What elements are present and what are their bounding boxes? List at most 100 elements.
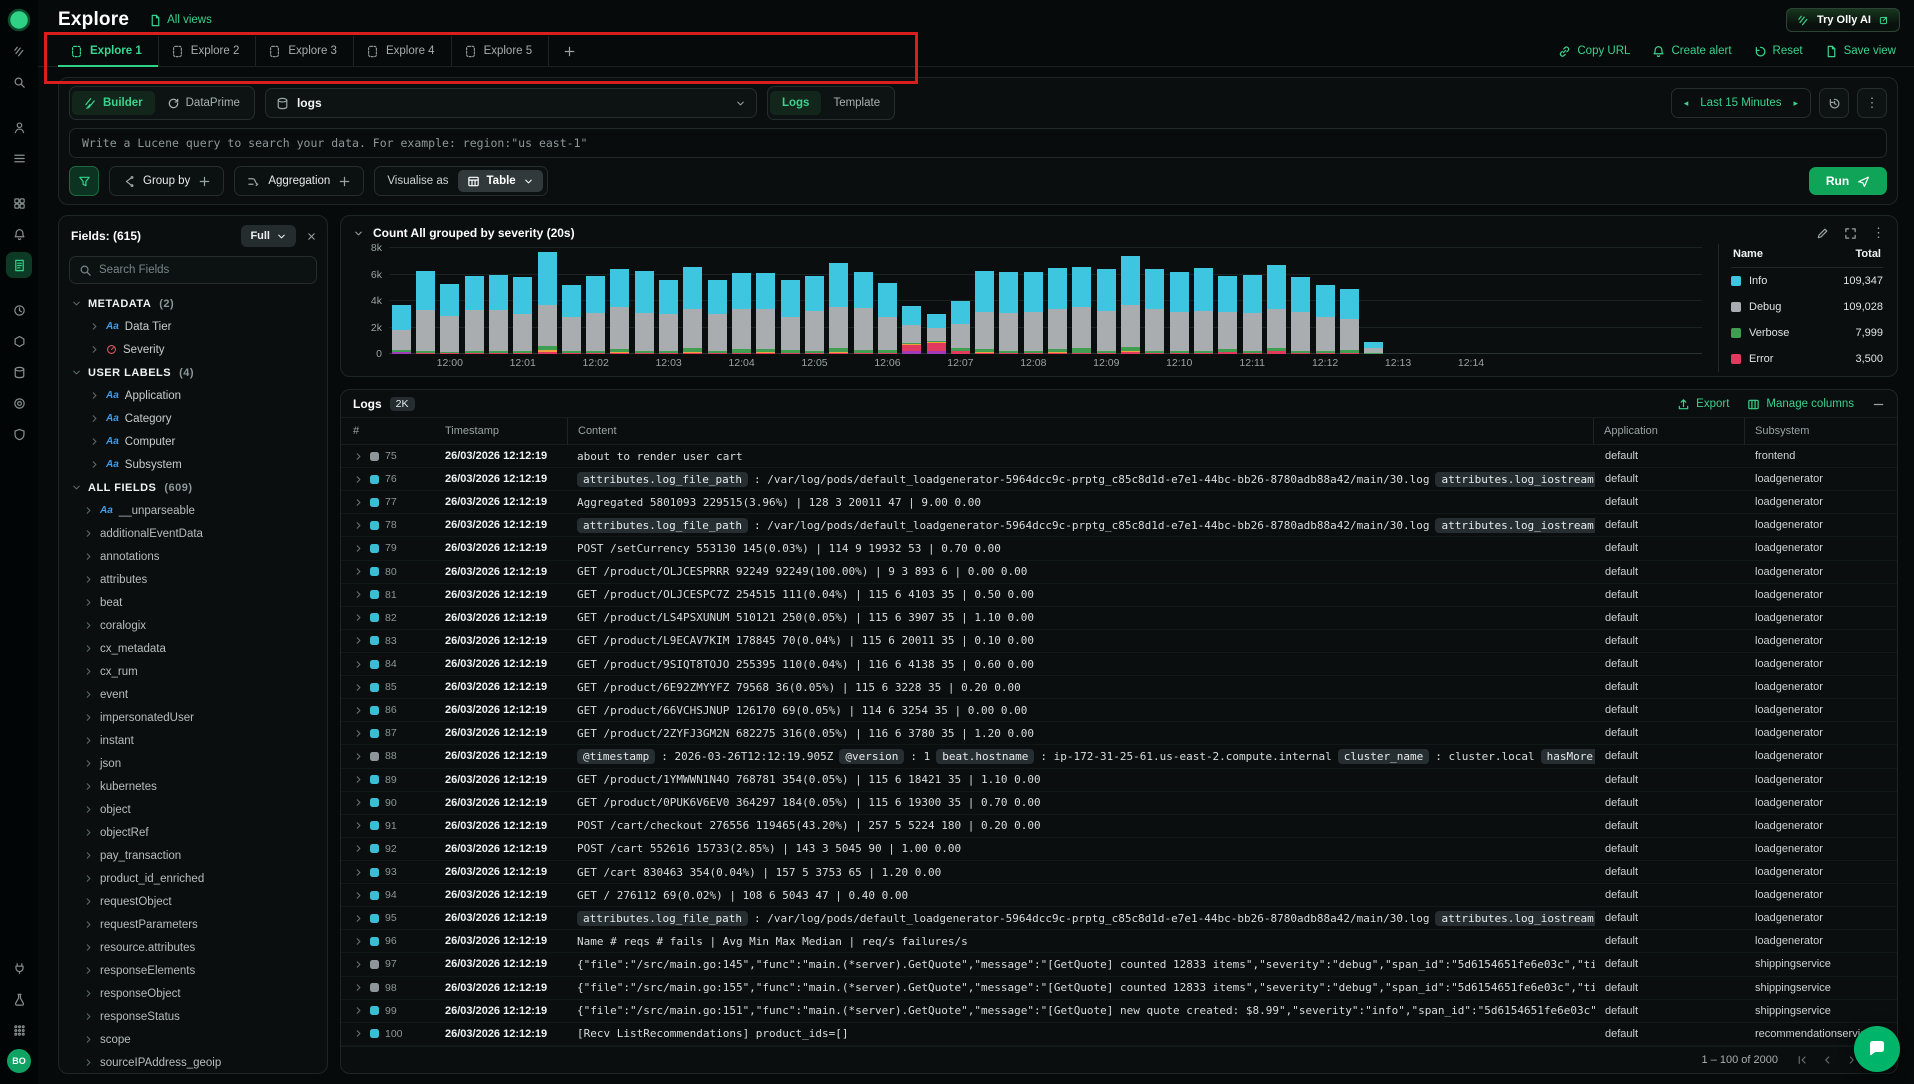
rail-coralogix-logo-icon[interactable] — [6, 7, 32, 33]
add-tab-button[interactable] — [549, 36, 590, 66]
chart-bar[interactable] — [1023, 248, 1043, 354]
log-row-94[interactable]: 94 26/03/2026 12:12:19 GET / 276112 69(0.0… — [341, 884, 1897, 908]
tab-explore-1[interactable]: Explore 1 — [58, 36, 159, 67]
log-row-92[interactable]: 92 26/03/2026 12:12:19 POST /cart 552616 1… — [341, 838, 1897, 861]
log-row-88[interactable]: 88 26/03/2026 12:12:19 @timestamp: 2026-03… — [341, 745, 1897, 769]
chart-bar[interactable] — [975, 248, 995, 354]
chart-bar[interactable] — [999, 248, 1019, 354]
chart-bar[interactable] — [1242, 248, 1262, 354]
next-page-icon[interactable] — [1846, 1054, 1858, 1066]
legend-row-verbose[interactable]: Verbose 7,999 — [1731, 320, 1883, 346]
rail-tracing-icon[interactable] — [6, 390, 32, 416]
field-item[interactable]: resource.attributes — [59, 936, 327, 959]
col-header-timestamp[interactable]: Timestamp — [445, 425, 499, 437]
chart-bar[interactable] — [1315, 248, 1335, 354]
chart-bar[interactable] — [926, 248, 946, 354]
close-fields-button[interactable] — [306, 231, 317, 242]
copy-url-button[interactable]: Copy URL — [1558, 45, 1630, 58]
field-item[interactable]: impersonatedUser — [59, 706, 327, 729]
field-item[interactable]: Aa Subsystem — [59, 453, 327, 476]
time-options-button[interactable]: ⋮ — [1857, 88, 1887, 118]
log-field-chip[interactable]: beat.hostname — [936, 748, 1035, 764]
log-field-chip[interactable]: attributes.log_file_path — [577, 910, 748, 926]
chart-bar[interactable] — [756, 248, 776, 354]
chart-bar[interactable] — [391, 248, 411, 354]
tab-explore-5[interactable]: Explore 5 — [452, 36, 550, 66]
field-item[interactable]: attributes — [59, 568, 327, 591]
field-item[interactable]: product_id_enriched — [59, 867, 327, 890]
log-row-86[interactable]: 86 26/03/2026 12:12:19 GET /product/66VCHS… — [341, 699, 1897, 723]
expand-row-icon[interactable] — [353, 797, 364, 808]
expand-row-icon[interactable] — [353, 820, 364, 831]
log-row-76[interactable]: 76 26/03/2026 12:12:19 attributes.log_file… — [341, 468, 1897, 492]
chart-bar[interactable] — [732, 248, 751, 354]
chart-bar[interactable] — [1048, 248, 1068, 354]
chart-bar[interactable] — [683, 248, 703, 354]
save-view-button[interactable]: Save view — [1825, 45, 1896, 58]
field-item[interactable]: scope — [59, 1028, 327, 1051]
fields-mode-select[interactable]: Full — [241, 225, 296, 247]
rail-user-avatar[interactable]: BO — [6, 1048, 32, 1074]
expand-row-icon[interactable] — [353, 474, 364, 485]
field-item[interactable]: Aa Category — [59, 407, 327, 430]
rail-integrations-icon[interactable] — [6, 328, 32, 354]
manage-columns-button[interactable]: Manage columns — [1747, 398, 1854, 411]
expand-row-icon[interactable] — [353, 589, 364, 600]
log-field-chip[interactable]: attributes.log_file_path — [577, 471, 748, 487]
field-item[interactable]: sourceIPAddress_geoip — [59, 1051, 327, 1073]
chart-bar[interactable] — [1291, 248, 1311, 354]
log-row-91[interactable]: 91 26/03/2026 12:12:19 POST /cart/checkout… — [341, 815, 1897, 838]
all-views-link[interactable]: All views — [149, 14, 212, 27]
expand-row-icon[interactable] — [353, 751, 364, 762]
field-item[interactable]: json — [59, 752, 327, 775]
col-header-number[interactable]: # — [353, 425, 360, 437]
expand-row-icon[interactable] — [353, 936, 364, 947]
filters-button[interactable] — [69, 166, 99, 196]
chart-bar[interactable] — [586, 248, 606, 354]
field-item[interactable]: responseObject — [59, 982, 327, 1005]
log-row-97[interactable]: 97 26/03/2026 12:12:19 {"file":"/src/main.… — [341, 953, 1897, 977]
expand-row-icon[interactable] — [353, 867, 364, 878]
expand-row-icon[interactable] — [353, 705, 364, 716]
field-item[interactable]: Aa Computer — [59, 430, 327, 453]
log-row-85[interactable]: 85 26/03/2026 12:12:19 GET /product/6E92ZM… — [341, 676, 1897, 700]
rail-labs-icon[interactable] — [6, 986, 32, 1012]
try-olly-ai-button[interactable]: Try Olly AI — [1785, 8, 1900, 32]
log-row-100[interactable]: 100 26/03/2026 12:12:19 [Recv ListRecommen… — [341, 1023, 1897, 1046]
field-item[interactable]: coralogix — [59, 614, 327, 637]
query-history-button[interactable] — [1819, 88, 1849, 118]
chart-bar[interactable] — [780, 248, 800, 354]
chart-bar[interactable] — [659, 248, 679, 354]
field-item[interactable]: beat — [59, 591, 327, 614]
chart-bar[interactable] — [488, 248, 508, 354]
template-type-button[interactable]: Template — [821, 91, 892, 115]
chart-bar[interactable] — [804, 248, 824, 354]
log-row-96[interactable]: 96 26/03/2026 12:12:19 Name # reqs # fails… — [341, 930, 1897, 954]
col-header-application[interactable]: Application — [1593, 418, 1744, 444]
col-header-subsystem[interactable]: Subsystem — [1744, 418, 1897, 444]
chart-bar[interactable] — [415, 248, 435, 354]
chart-bar[interactable] — [440, 248, 460, 354]
chart-bar[interactable] — [634, 248, 654, 354]
log-row-99[interactable]: 99 26/03/2026 12:12:19 {"file":"/src/main.… — [341, 1000, 1897, 1023]
log-row-81[interactable]: 81 26/03/2026 12:12:19 GET /product/OLJCES… — [341, 584, 1897, 607]
field-item[interactable]: Aa Data Tier — [59, 315, 327, 338]
expand-row-icon[interactable] — [353, 682, 364, 693]
search-fields-input[interactable]: Search Fields — [69, 256, 317, 284]
field-item[interactable]: requestObject — [59, 890, 327, 913]
log-row-95[interactable]: 95 26/03/2026 12:12:19 attributes.log_file… — [341, 907, 1897, 931]
chart-bar[interactable] — [950, 248, 970, 354]
minimize-logs-icon[interactable] — [1872, 398, 1885, 411]
expand-row-icon[interactable] — [353, 1005, 364, 1016]
rail-explore-icon[interactable] — [6, 252, 32, 278]
field-group-all-fields[interactable]: ALL FIELDS (609) — [59, 476, 327, 499]
chart-bar[interactable] — [1193, 248, 1213, 354]
field-item[interactable]: Aa Application — [59, 384, 327, 407]
field-item[interactable]: Aa __unparseable — [59, 499, 327, 522]
rail-data-usage-icon[interactable] — [6, 359, 32, 385]
chart-bar[interactable] — [610, 248, 630, 354]
log-row-79[interactable]: 79 26/03/2026 12:12:19 POST /setCurrency 5… — [341, 537, 1897, 561]
log-row-89[interactable]: 89 26/03/2026 12:12:19 GET /product/1YMWWN… — [341, 769, 1897, 792]
tab-explore-4[interactable]: Explore 4 — [354, 36, 452, 66]
logs-type-button[interactable]: Logs — [769, 91, 822, 115]
